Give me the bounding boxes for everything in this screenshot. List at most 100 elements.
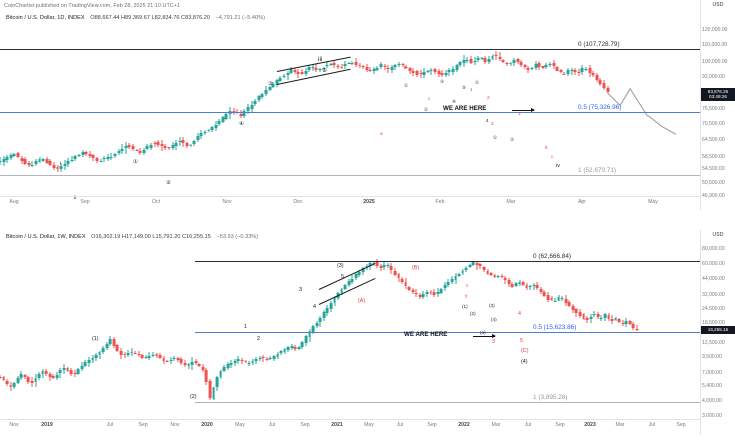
- wave-label: z: [466, 284, 468, 289]
- wave-label: c: [428, 97, 430, 102]
- wave-label: (1): [462, 305, 468, 310]
- candle-wick: [388, 65, 389, 73]
- wave-label: 5: [520, 339, 523, 344]
- price-axis-tick-label: 70,500.00: [702, 121, 725, 127]
- daily-price-axis[interactable]: USD 120,000.00110,000.00100,000.0092,000…: [700, 0, 735, 210]
- wave-label: ④: [239, 122, 244, 127]
- wave-label: 1: [470, 88, 473, 93]
- x-axis-tick-label: 2025: [363, 199, 375, 205]
- price-axis-tick-label: 54,500.00: [702, 166, 725, 172]
- x-axis-tick-label: Sep: [138, 422, 147, 428]
- x-axis-tick-label: Nov: [170, 422, 179, 428]
- price-axis-tick-label: 3,000.00: [702, 413, 722, 419]
- price-axis-tick-label: 58,500.00: [702, 154, 725, 160]
- tradingview-chart-screenshot: CoinChartist published on TradingView.co…: [0, 0, 735, 440]
- fib-level-line-0: [0, 49, 700, 50]
- price-axis-tick-label: 92,000.00: [702, 74, 725, 80]
- price-axis-tick-label: 64,500.00: [702, 137, 725, 143]
- wave-label: ③: [440, 80, 444, 85]
- wave-label: ③: [268, 82, 273, 87]
- current-price-value: 16,255.15: [701, 327, 735, 332]
- projected-path-segment: [647, 115, 662, 127]
- price-axis-tick-label: 7,000.00: [702, 370, 722, 376]
- wave-label: (C): [521, 349, 528, 354]
- x-axis-tick-label: 2019: [41, 422, 53, 428]
- x-axis-tick-label: Nov: [9, 422, 18, 428]
- x-axis-tick-label: Sep: [80, 199, 89, 205]
- current-price-badge: 16,255.15: [701, 326, 735, 333]
- daily-plot-area[interactable]: 0 (107,728.79)0.5 (75,326.96)1 (52,670.7…: [0, 24, 700, 196]
- daily-ohlc-legend: Bitcoin / U.S. Dollar, 1D, INDEX O88,667…: [6, 15, 265, 21]
- candle-body: [636, 329, 639, 330]
- wave-label: (2): [190, 395, 197, 400]
- weekly-ohlc-values: O16,302.19 H17,149.00 L15,791.20 C16,255…: [91, 234, 211, 240]
- wave-label: a: [380, 132, 383, 137]
- wave-label: ①: [493, 136, 497, 141]
- fib-level-label-0: 0 (62,666.84): [533, 253, 571, 260]
- wave-label: (A): [358, 299, 365, 304]
- wave-label: ①: [475, 81, 479, 86]
- x-axis-tick-label: Sep: [555, 422, 564, 428]
- wave-label: 5: [545, 146, 548, 151]
- weekly-plot-area[interactable]: 0 (62,666.84)0.5 (15,623.86)1 (3,895.28)…: [0, 243, 700, 419]
- x-axis-tick-label: Sep: [427, 422, 436, 428]
- x-axis-tick-label: Sep: [300, 422, 309, 428]
- x-axis-tick-label: Sep: [676, 422, 685, 428]
- wave-label: 3: [518, 112, 521, 117]
- price-axis-tick-label: 120,000.00: [702, 27, 728, 33]
- fib-level-line-0-5: [195, 332, 700, 333]
- wave-label: (3): [489, 304, 495, 309]
- x-axis-tick-label: May: [364, 422, 374, 428]
- x-axis-tick-label: Feb: [436, 199, 445, 205]
- price-axis-tick-label: 4,000.00: [702, 398, 722, 404]
- wave-label: iv: [556, 164, 560, 169]
- price-axis-tick-label: 50,500.00: [702, 180, 725, 186]
- x-axis-tick-label: May: [648, 199, 658, 205]
- x-axis-tick-label: Jul: [107, 422, 114, 428]
- x-axis-tick-label: 2022: [458, 422, 470, 428]
- daily-chart-pane: CoinChartist published on TradingView.co…: [0, 0, 735, 228]
- wave-label: y: [465, 294, 467, 299]
- we-are-here-arrow-icon: [473, 336, 495, 337]
- wave-label: b: [404, 66, 407, 71]
- wave-label: 5: [341, 275, 344, 280]
- wave-label: ④: [452, 100, 456, 105]
- wave-label: 4: [518, 312, 521, 317]
- wave-label: ⑤: [322, 69, 327, 74]
- x-axis-tick-label: Jul: [649, 422, 656, 428]
- fib-level-line-0-5: [0, 112, 700, 113]
- fib-level-line-1: [195, 402, 700, 403]
- x-axis-tick-label: Jul: [525, 422, 532, 428]
- x-axis-tick-label: 2021: [331, 422, 343, 428]
- x-axis-tick-label: 2023: [584, 422, 596, 428]
- daily-x-axis[interactable]: AugSepOctNovDec2025FebMarAprMay: [0, 196, 700, 211]
- x-axis-tick-label: Oct: [152, 199, 160, 205]
- x-axis-tick-label: May: [235, 422, 245, 428]
- price-axis-tick-label: 60,000.00: [702, 261, 725, 267]
- weekly-x-axis[interactable]: Nov2019JulSepNov2020MayJulSep2021MayJulS…: [0, 419, 700, 434]
- we-are-here-label: WE ARE HERE: [443, 105, 486, 112]
- wave-label: ①: [404, 84, 408, 89]
- wave-label: ①: [133, 160, 138, 165]
- bar-countdown-timer: 03:49:26: [701, 94, 735, 99]
- wave-label: 2: [257, 337, 260, 342]
- wave-label: ②: [424, 108, 428, 113]
- we-are-here-arrow-icon: [512, 110, 534, 111]
- candle-body: [606, 88, 609, 92]
- fib-level-label-1: 1 (3,895.28): [533, 394, 567, 401]
- daily-change-value: −4,791.21 (−5.40%): [216, 15, 265, 21]
- fib-level-label-0-5: 0.5 (75,326.96): [578, 104, 621, 111]
- candle-wick: [533, 283, 534, 290]
- wave-label: (B): [412, 266, 419, 271]
- weekly-price-axis[interactable]: USD 80,000.0060,000.0044,000.0032,000.00…: [700, 230, 735, 435]
- candle-wick: [263, 355, 264, 362]
- daily-symbol-label: Bitcoin / U.S. Dollar, 1D, INDEX: [6, 15, 85, 21]
- wave-label: ②: [166, 181, 171, 186]
- wave-label: iii: [318, 57, 322, 64]
- fib-level-line-0: [195, 261, 700, 262]
- weekly-ohlc-legend: Bitcoin / U.S. Dollar, 1W, INDEX O16,302…: [6, 234, 258, 240]
- weekly-axis-currency-label: USD: [701, 230, 735, 238]
- price-axis-tick-label: 76,500.00: [702, 106, 725, 112]
- current-price-badge: 83,876.2503:49:26: [701, 88, 735, 101]
- candle-wick: [420, 70, 421, 77]
